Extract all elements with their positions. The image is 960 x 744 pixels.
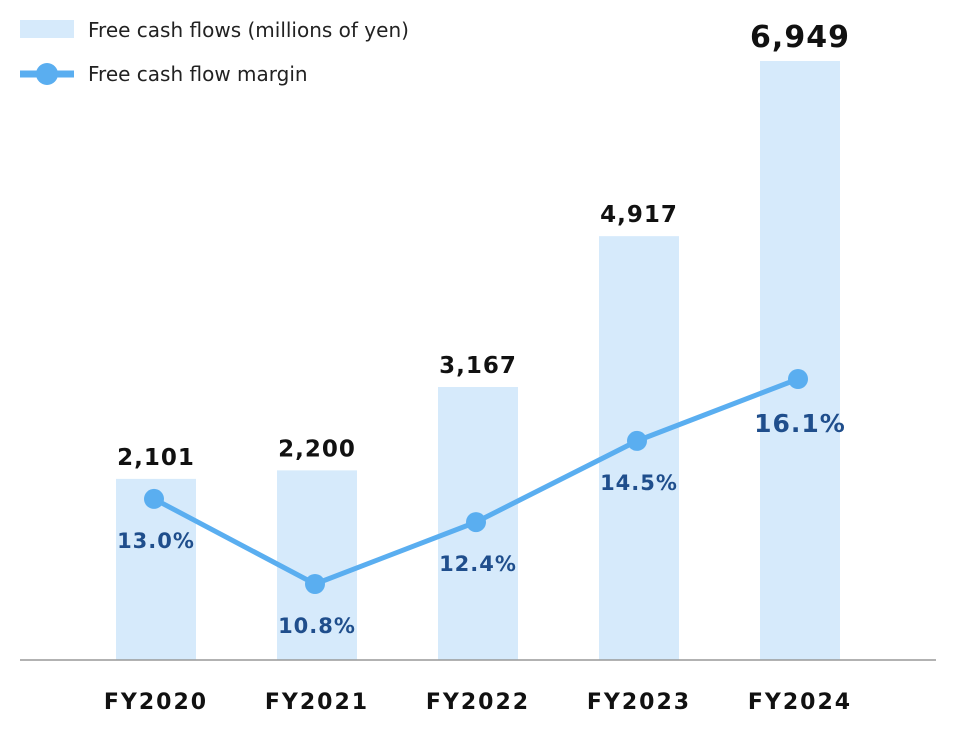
bar-fy2024 <box>760 61 840 660</box>
category-label: FY2020 <box>104 690 208 715</box>
margin-value-label: 13.0% <box>117 529 195 553</box>
bar-value-label: 2,101 <box>117 445 195 471</box>
bar-value-label: 4,917 <box>600 202 678 228</box>
category-label: FY2022 <box>426 690 530 715</box>
category-label: FY2024 <box>748 690 852 715</box>
bar-label-group: 2,101 2,200 3,167 4,917 6,949 <box>117 20 850 471</box>
bar-value-label: 6,949 <box>750 20 850 55</box>
margin-line-group <box>144 369 808 594</box>
margin-point <box>466 512 486 533</box>
category-label-group: FY2020 FY2021 FY2022 FY2023 FY2024 <box>104 690 852 715</box>
margin-point <box>305 574 325 594</box>
margin-point <box>144 488 164 509</box>
margin-value-label: 10.8% <box>278 614 356 638</box>
bar-group <box>116 61 840 660</box>
margin-value-label: 16.1% <box>754 409 846 438</box>
legend-line-label: Free cash flow margin <box>88 62 308 86</box>
margin-value-label: 12.4% <box>439 552 517 576</box>
category-label: FY2023 <box>587 690 691 715</box>
margin-point <box>788 369 808 389</box>
margin-point <box>627 430 647 451</box>
legend-bar-label: Free cash flows (millions of yen) <box>88 18 409 42</box>
margin-value-label: 14.5% <box>600 471 678 495</box>
bar-fy2020 <box>116 478 196 660</box>
legend: Free cash flows (millions of yen) Free c… <box>20 18 409 86</box>
category-label: FY2021 <box>265 690 369 715</box>
legend-line-marker <box>36 63 58 85</box>
margin-label-group: 13.0% 10.8% 12.4% 14.5% 16.1% <box>117 409 846 638</box>
bar-value-label: 2,200 <box>278 436 356 462</box>
legend-bar-swatch <box>20 20 74 38</box>
bar-fy2021 <box>277 470 357 660</box>
bar-value-label: 3,167 <box>439 353 517 379</box>
